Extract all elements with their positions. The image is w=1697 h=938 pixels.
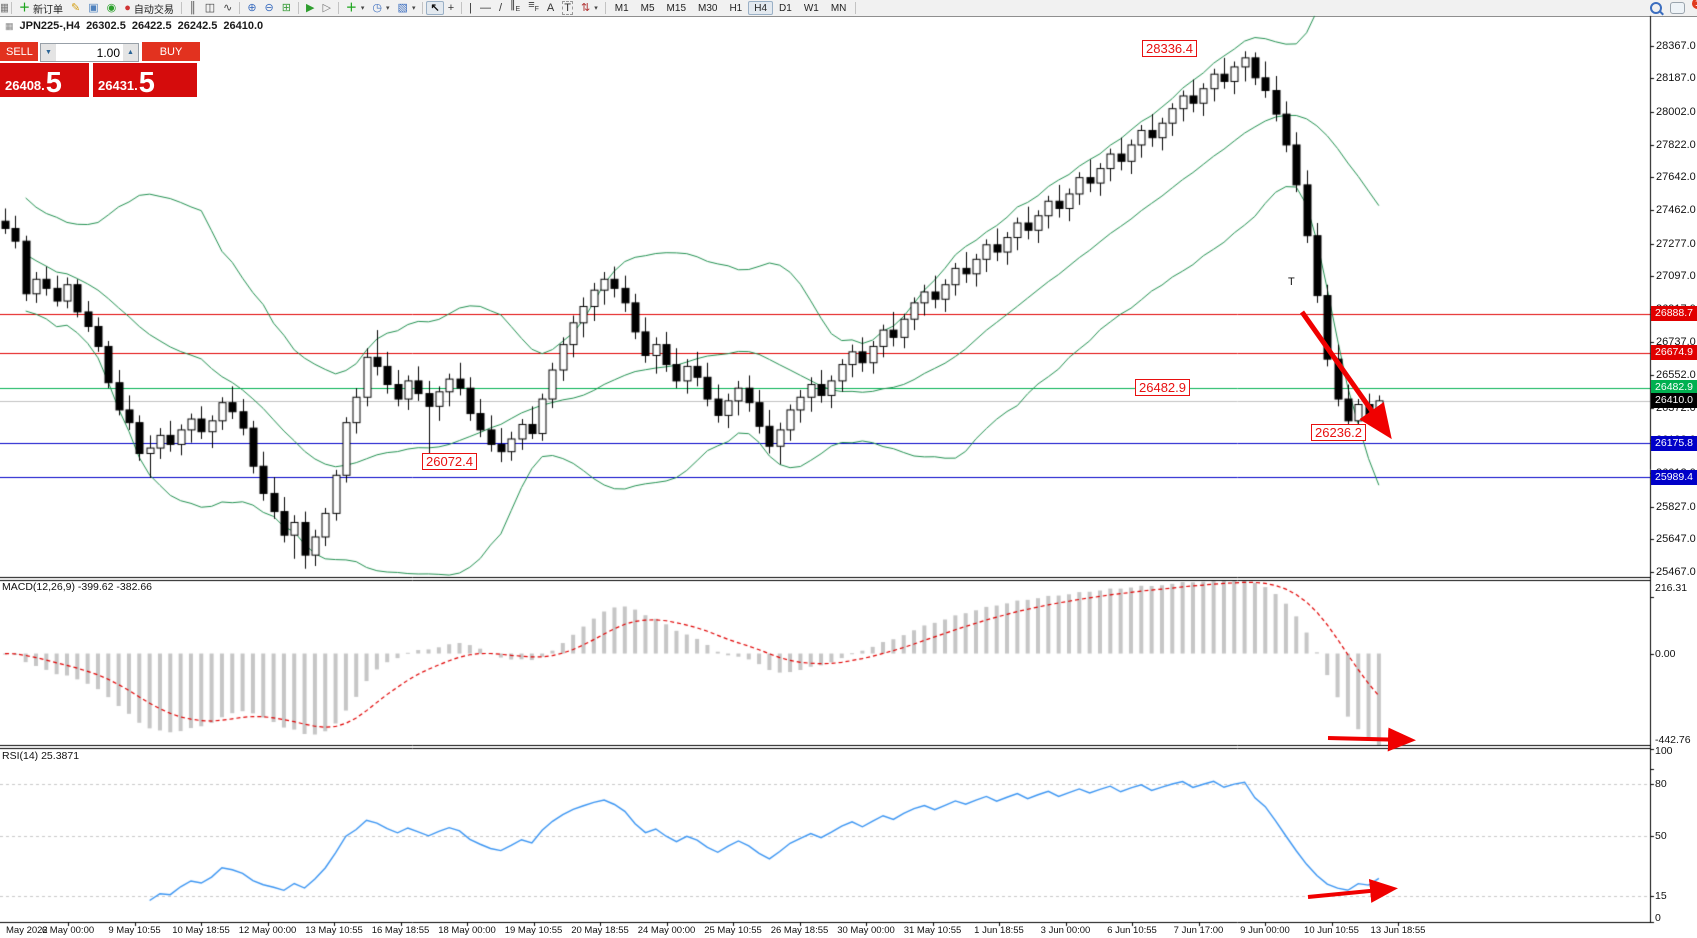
price-annotation[interactable]: 26482.9 [1135, 379, 1190, 396]
price-tick-label: 27277.0 [1656, 237, 1696, 250]
rsi-tick-label: 0 [1655, 912, 1661, 924]
price-tick-label: 27462.0 [1656, 203, 1696, 216]
price-tick-label: 28367.0 [1656, 39, 1696, 52]
price-line-badge: 26410.0 [1651, 393, 1697, 409]
date-label: 25 May 10:55 [704, 925, 762, 936]
date-label: 31 May 10:55 [903, 925, 962, 936]
price-tick-label: 25827.0 [1656, 500, 1696, 513]
price-tick-label: 27097.0 [1656, 270, 1696, 283]
macd-indicator-label: MACD(12,26,9) -399.62 -382.66 [2, 581, 152, 593]
rsi-tick-label: 15 [1655, 890, 1667, 903]
buy-price-box[interactable]: 26431 . 5 [93, 63, 197, 99]
date-label: 9 Jun 00:00 [1240, 925, 1290, 936]
date-label: 26 May 18:55 [770, 925, 829, 936]
trade-panel-row: SELL ▼ ▲ BUY [0, 42, 201, 62]
macd-tick-label: -442.76 [1655, 734, 1691, 746]
price-tick-label: 25467.0 [1656, 566, 1696, 579]
ohlc-high: 26422.5 [131, 20, 172, 32]
date-label: 18 May 00:00 [438, 925, 496, 936]
date-label: 20 May 18:55 [571, 925, 629, 936]
date-label: 10 May 18:55 [172, 925, 230, 936]
rsi-tick-label: 80 [1655, 777, 1667, 790]
sell-price-dot: . [41, 78, 45, 93]
buy-price-frac: 5 [138, 67, 155, 99]
macd-tick-label: 0.00 [1655, 647, 1676, 660]
price-tick-label: 26552.0 [1656, 369, 1696, 382]
symbol-period-label: JPN225-,H4 [19, 20, 81, 32]
price-line-badge: 26175.8 [1651, 435, 1697, 451]
ohlc-close: 26410.0 [223, 20, 264, 32]
volume-input[interactable] [56, 44, 123, 61]
buy-price-dot: . [134, 78, 138, 93]
rsi-tick-label: 100 [1655, 745, 1673, 757]
ohlc-open: 26302.5 [86, 20, 126, 32]
volume-stepper: ▼ ▲ [40, 43, 139, 62]
price-line-badge: 26482.9 [1651, 380, 1697, 396]
date-label: May 2022 [6, 925, 48, 936]
macd-tick-label: 216.31 [1655, 582, 1688, 594]
buy-button[interactable]: BUY [142, 42, 200, 61]
date-label: 3 Jun 00:00 [1040, 925, 1091, 936]
date-label: 7 Jun 17:00 [1173, 925, 1224, 936]
rsi-tick-label: 50 [1655, 829, 1667, 842]
rsi-indicator-label: RSI(14) 25.3871 [2, 750, 80, 762]
price-annotation[interactable]: 28336.4 [1142, 40, 1197, 57]
price-tick-label: 25647.0 [1656, 533, 1696, 546]
date-label: 16 May 18:55 [371, 925, 430, 936]
sell-price-box[interactable]: 26408 . 5 [0, 63, 89, 99]
buy-price-int: 26431 [98, 78, 135, 93]
date-label: 12 May 00:00 [238, 925, 297, 936]
chart-title: ▦ JPN225-,H4 26302.5 26422.5 26242.5 264… [5, 20, 263, 32]
date-label: 1 Jun 18:55 [974, 925, 1024, 936]
ohlc-low: 26242.5 [177, 20, 218, 32]
symbol-icon: ▦ [5, 20, 14, 31]
price-tick-label: 28187.0 [1656, 72, 1696, 85]
trade-panel-prices: 26408 . 5 26431 . 5 [0, 63, 201, 99]
sell-price-frac: 5 [45, 67, 62, 99]
text-object-marker[interactable]: T [1288, 276, 1295, 288]
price-line-badge: 25989.4 [1651, 469, 1697, 485]
date-label: 13 May 10:55 [305, 925, 363, 936]
price-tick-label: 26737.0 [1656, 335, 1696, 348]
price-tick-label: 27822.0 [1656, 138, 1696, 151]
date-label: 10 Jun 10:55 [1304, 925, 1359, 936]
price-annotation[interactable]: 26072.4 [422, 453, 477, 470]
date-label: 6 May 00:00 [41, 925, 95, 936]
date-label: 19 May 10:55 [504, 925, 563, 936]
sell-price-int: 26408 [5, 78, 42, 93]
volume-decrease-button[interactable]: ▼ [41, 44, 56, 61]
sell-button[interactable]: SELL [0, 42, 38, 61]
date-label: 9 May 10:55 [108, 925, 161, 936]
date-label: 30 May 00:00 [837, 925, 895, 936]
price-annotation[interactable]: 26236.2 [1311, 424, 1366, 441]
price-tick-label: 27642.0 [1656, 171, 1696, 184]
price-line-badge: 26888.7 [1651, 306, 1697, 322]
date-label: 24 May 00:00 [637, 925, 696, 936]
one-click-trading-panel: SELL ▼ ▲ BUY 26408 . 5 26431 [0, 42, 201, 99]
volume-increase-button[interactable]: ▲ [123, 44, 138, 61]
date-label: 6 Jun 10:55 [1107, 925, 1157, 936]
date-label: 13 Jun 18:55 [1370, 925, 1426, 936]
price-line-badge: 26674.9 [1651, 345, 1697, 361]
price-tick-label: 28002.0 [1656, 105, 1696, 118]
